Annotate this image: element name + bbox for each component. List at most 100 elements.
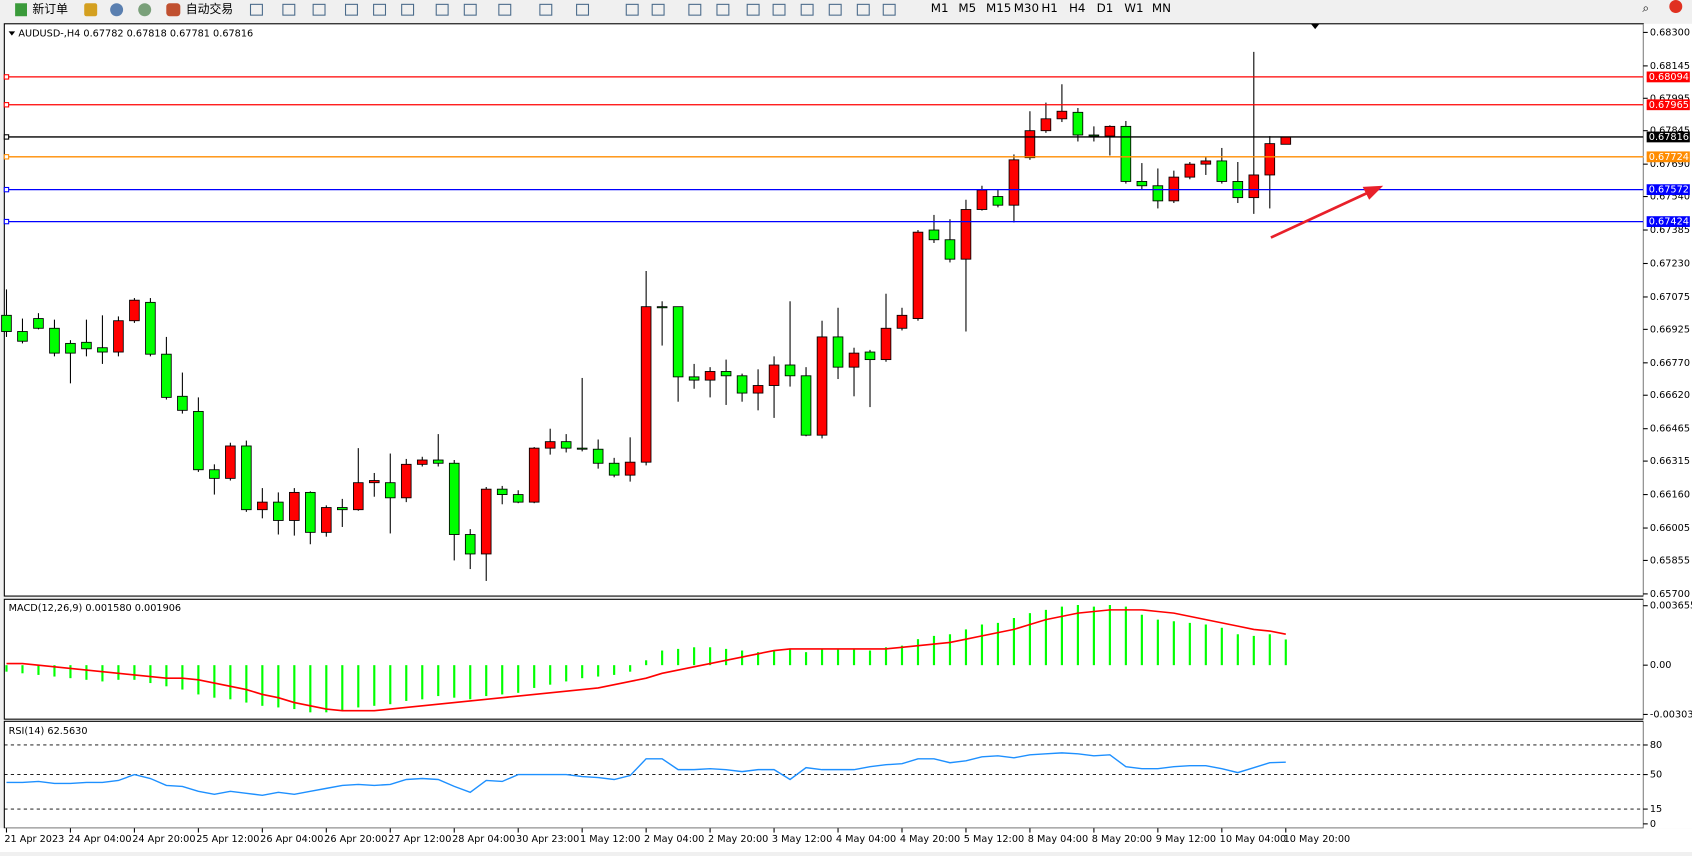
candle-body bbox=[161, 353, 172, 398]
candle-body bbox=[81, 341, 92, 350]
auto-trading-button[interactable]: 自动交易 bbox=[166, 2, 233, 16]
candle-body bbox=[400, 463, 412, 499]
period-button[interactable]: W1 bbox=[1124, 1, 1143, 15]
toolbar-icon[interactable] bbox=[688, 3, 702, 16]
toolbar-icon[interactable] bbox=[312, 3, 326, 16]
new-order-icon bbox=[15, 3, 27, 17]
y-tick-label: 0.68145 bbox=[1650, 61, 1690, 72]
annotation-arrow bbox=[1270, 185, 1384, 239]
y-tick-label: 0.67540 bbox=[1650, 192, 1690, 203]
level-label: 0.67724 bbox=[1649, 152, 1689, 163]
period-button[interactable]: M15 bbox=[986, 1, 1011, 15]
toolbar-icon[interactable] bbox=[110, 3, 124, 17]
auto-trading-icon bbox=[166, 3, 181, 17]
x-tick-label: 4 May 20:00 bbox=[900, 834, 960, 845]
arrow-shaft bbox=[1270, 189, 1372, 239]
macd-title: MACD(12,26,9) 0.001580 0.001906 bbox=[9, 603, 181, 614]
toolbar-icon[interactable] bbox=[539, 3, 553, 16]
new-order-button[interactable]: 新订单 bbox=[15, 2, 68, 16]
level-label: 0.67816 bbox=[1649, 132, 1689, 143]
toolbar-icon[interactable] bbox=[401, 3, 415, 16]
toolbar-icon[interactable] bbox=[882, 3, 896, 16]
y-tick-label: 0.65855 bbox=[1650, 555, 1690, 566]
toolbar-icon[interactable] bbox=[576, 3, 590, 16]
candle-body bbox=[1152, 185, 1164, 202]
candle-body bbox=[560, 441, 572, 449]
level-label-box bbox=[1646, 99, 1690, 111]
y-tick-label: 0.003655 bbox=[1650, 601, 1692, 612]
level-handle bbox=[3, 218, 10, 225]
candle-body bbox=[832, 336, 844, 368]
period-button[interactable]: M5 bbox=[958, 1, 976, 15]
period-button[interactable]: H4 bbox=[1069, 1, 1085, 15]
toolbar-icon[interactable] bbox=[856, 3, 870, 16]
toolbar-icon[interactable] bbox=[651, 3, 665, 16]
rsi-line bbox=[6, 752, 1286, 796]
candle-body bbox=[129, 299, 140, 322]
search-icon[interactable]: ⌕ bbox=[1642, 1, 1649, 15]
candle-body bbox=[368, 480, 380, 484]
level-label-box bbox=[1646, 184, 1690, 196]
candle-body bbox=[784, 364, 796, 377]
y-tick-label: 0.66465 bbox=[1650, 424, 1690, 435]
period-button[interactable]: MN bbox=[1152, 1, 1171, 15]
candle-body bbox=[944, 239, 956, 260]
x-tick-label: 9 May 12:00 bbox=[1156, 834, 1216, 845]
toolbar-icon[interactable] bbox=[498, 3, 512, 16]
y-tick-label: 0.67995 bbox=[1650, 93, 1690, 104]
x-tick-label: 8 May 04:00 bbox=[1028, 834, 1088, 845]
y-tick-label: 50 bbox=[1650, 770, 1662, 781]
level-label-box bbox=[1646, 216, 1690, 227]
candle-body bbox=[1072, 111, 1084, 136]
y-tick-label: 0.67845 bbox=[1650, 126, 1690, 137]
y-tick-label: 80 bbox=[1650, 740, 1662, 751]
y-tick-label: 0.66005 bbox=[1650, 523, 1690, 534]
candle-body bbox=[512, 494, 524, 503]
period-button[interactable]: M30 bbox=[1014, 1, 1039, 15]
toolbar-icon[interactable] bbox=[772, 3, 786, 16]
candle-body bbox=[688, 376, 700, 381]
toolbar-icon[interactable] bbox=[716, 3, 730, 16]
y-tick-label: 0.66770 bbox=[1650, 358, 1690, 369]
candle-body bbox=[1184, 163, 1196, 178]
x-tick-label: 25 Apr 12:00 bbox=[196, 834, 259, 845]
level-handle bbox=[3, 102, 10, 108]
candle-body bbox=[576, 447, 588, 450]
candle-body bbox=[640, 306, 652, 463]
candle-body bbox=[321, 507, 332, 533]
level-label: 0.68094 bbox=[1649, 72, 1689, 83]
candle-body bbox=[816, 336, 828, 436]
candle-body bbox=[912, 231, 924, 319]
candle-body bbox=[1264, 143, 1276, 176]
toolbar-icon[interactable] bbox=[463, 3, 477, 16]
level-label-box bbox=[1646, 131, 1690, 143]
toolbar-icon[interactable] bbox=[249, 3, 263, 16]
toolbar-icon[interactable] bbox=[373, 3, 387, 16]
x-tick-label: 4 May 04:00 bbox=[836, 834, 896, 845]
x-tick-label: 26 Apr 04:00 bbox=[260, 834, 323, 845]
period-button[interactable]: D1 bbox=[1097, 1, 1114, 15]
toolbar-icon[interactable] bbox=[435, 3, 449, 16]
toolbar-icon[interactable] bbox=[828, 3, 842, 16]
period-button[interactable]: H1 bbox=[1041, 1, 1057, 15]
y-tick-label: 0.66925 bbox=[1650, 324, 1690, 335]
toolbar-icon[interactable] bbox=[138, 3, 152, 17]
notification-badge[interactable] bbox=[1669, 0, 1683, 13]
toolbar-icon[interactable] bbox=[746, 3, 760, 16]
candle-body bbox=[800, 375, 812, 436]
toolbar-icon[interactable] bbox=[84, 3, 98, 17]
level-label: 0.67965 bbox=[1649, 100, 1689, 111]
candle-body bbox=[736, 375, 748, 394]
x-tick-label: 10 May 04:00 bbox=[1220, 834, 1287, 845]
period-button[interactable]: M1 bbox=[931, 1, 949, 15]
toolbar-icon[interactable] bbox=[625, 3, 639, 16]
x-tick-label: 30 Apr 23:00 bbox=[516, 834, 579, 845]
period-buttons: M1 M5 M15 M30 H1 H4 D1 W1 MN bbox=[931, 1, 1171, 15]
candle-body bbox=[65, 342, 76, 354]
level-label-box bbox=[1646, 71, 1690, 83]
toolbar-icon[interactable] bbox=[344, 3, 358, 16]
toolbar-icon[interactable] bbox=[800, 3, 814, 16]
toolbar-icon[interactable] bbox=[282, 3, 296, 16]
candle-body bbox=[752, 385, 764, 394]
